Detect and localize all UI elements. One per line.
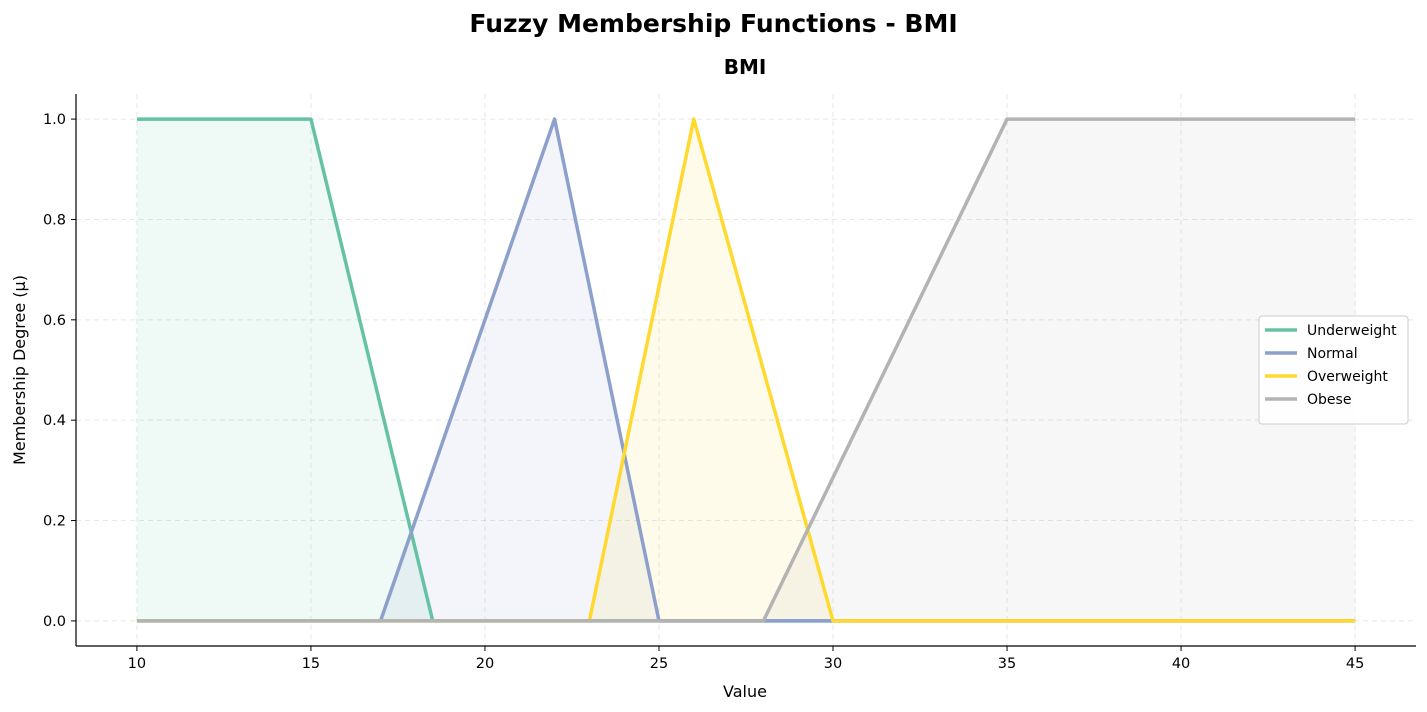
- series-fill-2: [136, 119, 1356, 621]
- y-axis-label: Membership Degree (μ): [10, 275, 29, 465]
- x-tick-label-4: 30: [824, 656, 842, 672]
- figure-suptitle: Fuzzy Membership Functions - BMI: [469, 9, 957, 38]
- legend-label-2: Overweight: [1307, 369, 1388, 385]
- y-tick-label-2: 0.4: [43, 413, 66, 429]
- axes-layer: 10 15 20 25 30 35 40 45 0.0 0.2 0.4 0.6 0.8 1.0: [43, 94, 1416, 672]
- series-fill-1: [136, 119, 1356, 621]
- legend-label-3: Obese: [1307, 392, 1351, 408]
- chart-title: BMI: [724, 55, 767, 79]
- line-layer: [136, 117, 1356, 623]
- y-tick-label-3: 0.6: [43, 313, 66, 329]
- y-tick-label-0: 0.0: [43, 614, 66, 630]
- series-fill-3: [136, 119, 1356, 621]
- x-tick-label-6: 40: [1172, 656, 1190, 672]
- x-tick-label-2: 20: [476, 656, 494, 672]
- legend-box: [1258, 315, 1409, 425]
- series-line-3: [136, 117, 1356, 623]
- x-tick-label-5: 35: [998, 656, 1016, 672]
- x-tick-label-1: 15: [302, 656, 320, 672]
- x-axis-label: Value: [723, 682, 767, 701]
- legend: Underweight Normal Overweight Obese: [1258, 315, 1409, 425]
- legend-label-0: Underweight: [1307, 323, 1397, 339]
- legend-label-1: Normal: [1307, 346, 1358, 362]
- y-tick-label-4: 0.8: [43, 212, 66, 228]
- series-fill-0: [136, 119, 1356, 621]
- x-tick-label-3: 25: [650, 656, 668, 672]
- x-tick-label-0: 10: [128, 656, 146, 672]
- y-tick-label-5: 1.0: [43, 112, 66, 128]
- fill-layer: [136, 119, 1356, 621]
- y-tick-label-1: 0.2: [43, 514, 66, 530]
- x-tick-label-7: 45: [1346, 656, 1364, 672]
